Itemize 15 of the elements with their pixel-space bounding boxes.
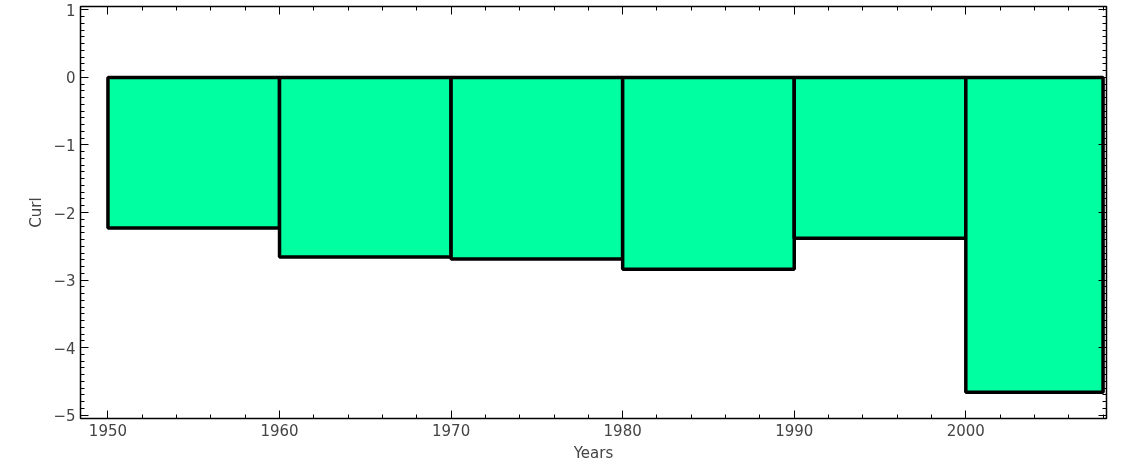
y-tick-label: −2: [53, 204, 76, 223]
x-tick-label: 1980: [603, 421, 642, 440]
y-tick-label: −5: [53, 407, 76, 426]
x-tick-label: 1970: [432, 421, 471, 440]
x-tick-label: 1950: [88, 421, 128, 440]
x-tick-label: 2000: [946, 421, 985, 440]
x-tick-label: 1990: [775, 421, 814, 440]
y-tick-label: 0: [65, 69, 76, 88]
y-axis-title: Curl: [27, 197, 46, 228]
y-tick-label: −3: [53, 272, 76, 291]
y-tick-label: −4: [53, 339, 76, 358]
y-tick-label: 1: [65, 1, 76, 20]
x-tick-label: 1960: [260, 421, 299, 440]
y-tick-label: −1: [53, 136, 76, 155]
x-axis-title: Years: [572, 443, 614, 462]
